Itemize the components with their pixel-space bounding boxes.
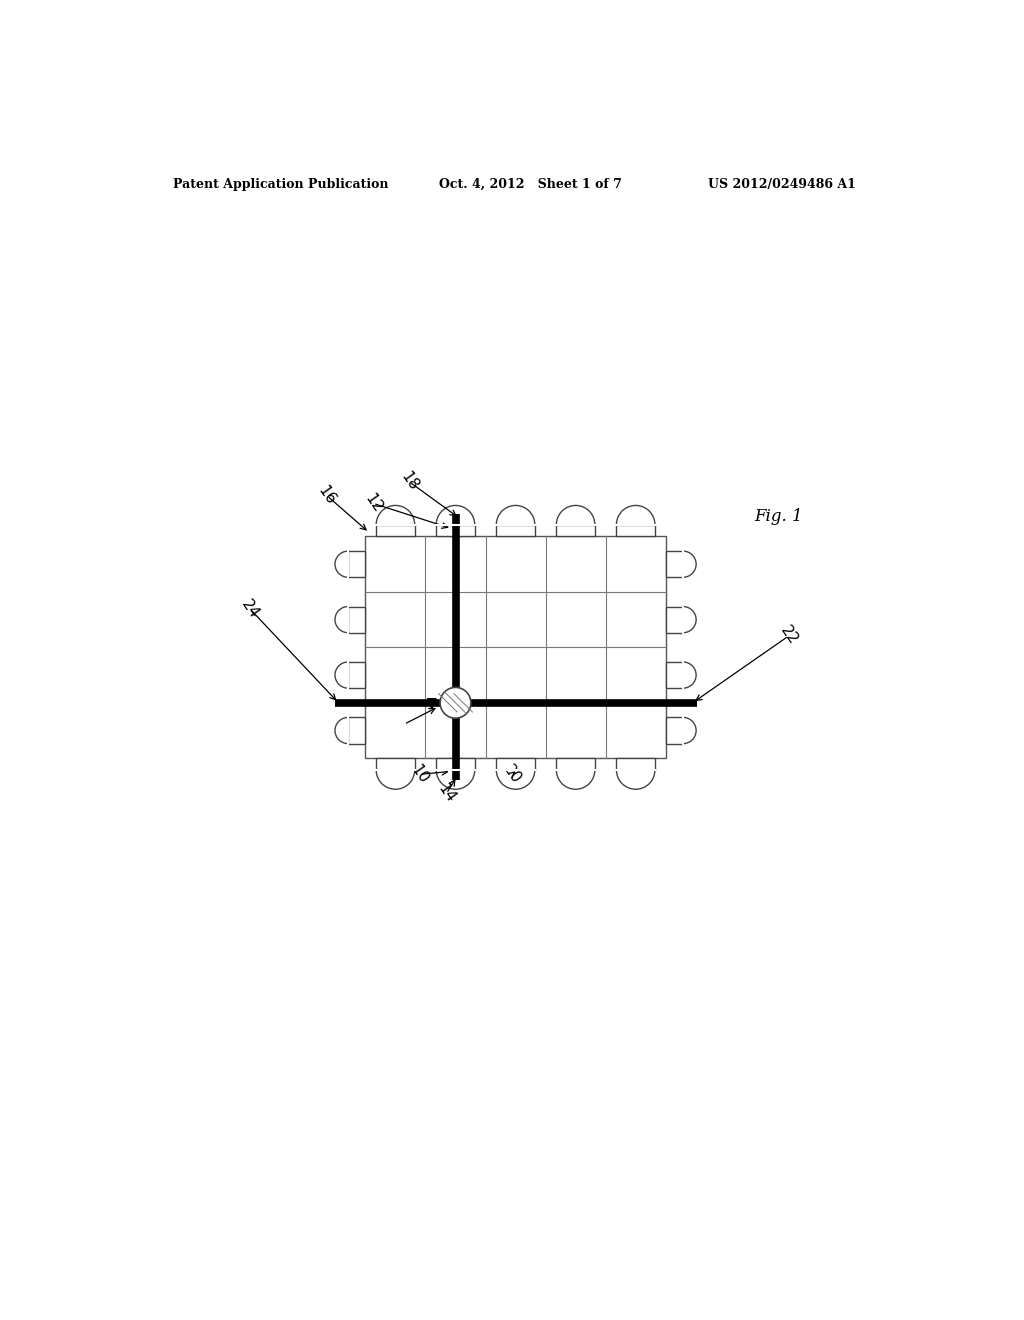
FancyBboxPatch shape [436,758,475,770]
FancyBboxPatch shape [616,524,655,536]
Wedge shape [436,770,475,789]
FancyBboxPatch shape [556,758,595,770]
Wedge shape [376,770,415,789]
FancyBboxPatch shape [497,524,535,536]
Wedge shape [335,663,348,688]
Wedge shape [436,506,475,524]
Bar [366,536,666,758]
Wedge shape [683,718,696,743]
FancyBboxPatch shape [376,758,415,770]
Text: 14: 14 [434,781,458,805]
Text: Fig. 1: Fig. 1 [755,508,803,525]
Wedge shape [556,770,595,789]
Text: Patent Application Publication: Patent Application Publication [173,178,388,190]
FancyBboxPatch shape [497,758,535,770]
FancyBboxPatch shape [666,663,683,688]
Circle shape [440,688,471,718]
FancyBboxPatch shape [556,524,595,536]
FancyBboxPatch shape [348,607,366,632]
Text: US 2012/0249486 A1: US 2012/0249486 A1 [708,178,856,190]
FancyBboxPatch shape [348,552,366,577]
Wedge shape [683,552,696,577]
Text: 20: 20 [500,762,523,787]
FancyBboxPatch shape [348,718,366,743]
Text: Oct. 4, 2012   Sheet 1 of 7: Oct. 4, 2012 Sheet 1 of 7 [438,178,622,190]
Wedge shape [335,552,348,577]
Wedge shape [376,506,415,524]
Text: 16: 16 [315,483,339,508]
FancyBboxPatch shape [666,607,683,632]
Wedge shape [616,770,655,789]
Wedge shape [497,506,535,524]
FancyBboxPatch shape [666,552,683,577]
Text: 12: 12 [361,491,385,516]
Wedge shape [497,770,535,789]
Text: 24: 24 [239,597,261,620]
Text: 22: 22 [777,623,801,648]
Wedge shape [335,607,348,632]
Wedge shape [335,718,348,743]
Wedge shape [683,607,696,632]
FancyBboxPatch shape [616,758,655,770]
Wedge shape [683,663,696,688]
FancyBboxPatch shape [436,524,475,536]
Wedge shape [556,506,595,524]
Text: 10: 10 [408,762,431,787]
FancyBboxPatch shape [376,524,415,536]
Text: T: T [427,697,436,711]
Wedge shape [616,506,655,524]
FancyBboxPatch shape [348,663,366,688]
Text: 18: 18 [397,470,421,494]
FancyBboxPatch shape [666,718,683,743]
